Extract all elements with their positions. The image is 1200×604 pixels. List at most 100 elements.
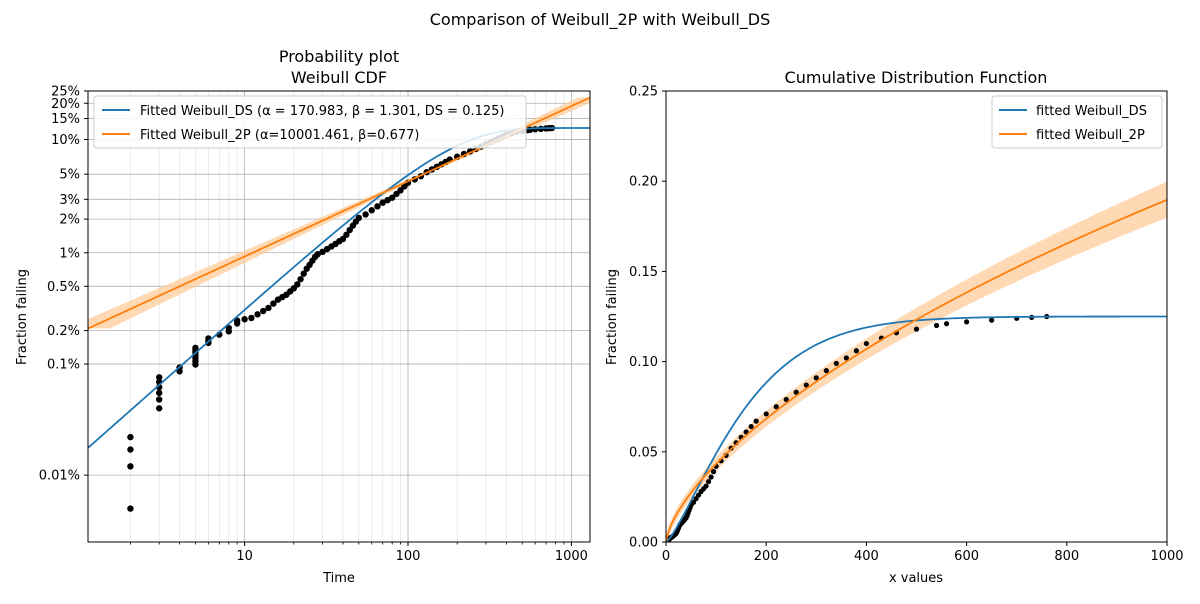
left-y-tick-label: 2%	[59, 213, 80, 228]
right-data-point	[693, 496, 699, 502]
figure-suptitle: Comparison of Weibull_2P with Weibull_DS	[430, 10, 771, 30]
right-data-point	[964, 319, 970, 325]
left-data-point	[368, 207, 375, 214]
right-title: Cumulative Distribution Function	[785, 68, 1048, 87]
left-legend-ds-label: Fitted Weibull_DS (α = 170.983, β = 1.30…	[140, 104, 505, 119]
left-title-line2: Weibull CDF	[291, 68, 387, 87]
left-ticks: 10 100 1000 0.01% 0.1% 0.2% 0.5% 1% 2% 3% 5% 10% 15%…	[39, 85, 588, 565]
right-x-tick-label: 800	[1054, 549, 1079, 564]
left-y-tick-label: 0.01%	[39, 469, 80, 484]
left-title-line1: Probability plot	[279, 47, 399, 66]
left-data-point	[362, 211, 369, 218]
left-y-axis-label: Fraction failing	[15, 269, 30, 365]
left-data-point	[241, 316, 248, 323]
left-x-axis-label: Time	[322, 571, 355, 586]
left-data-point	[155, 405, 163, 412]
right-weibull-2p-confidence-band	[666, 181, 1167, 542]
right-y-tick-label: 0.20	[629, 175, 658, 190]
right-data-point	[933, 322, 940, 329]
right-axes-frame	[665, 90, 1168, 543]
right-x-tick-label: 0	[662, 549, 670, 564]
right-data-point	[773, 404, 779, 410]
left-y-tick-label: 10%	[51, 133, 80, 148]
left-data-point	[265, 304, 272, 312]
right-data-point	[989, 317, 995, 323]
right-x-tick-label: 400	[854, 549, 879, 564]
left-plot-content	[88, 96, 590, 512]
right-legend-ds-label: fitted Weibull_DS	[1036, 104, 1147, 119]
left-data-point	[319, 248, 326, 256]
right-x-tick-label: 600	[954, 549, 979, 564]
left-y-tick-label: 3%	[59, 193, 80, 208]
left-data-point	[260, 307, 267, 315]
right-data-point	[813, 375, 819, 381]
left-y-tick-label: 0.1%	[47, 358, 80, 373]
left-data-point	[300, 270, 307, 277]
left-data-point	[127, 446, 134, 453]
right-data-point	[695, 492, 702, 498]
left-data-point	[297, 275, 304, 283]
right-x-tick-label: 1000	[1150, 549, 1183, 564]
left-data-point	[155, 389, 163, 397]
right-plot-content	[666, 181, 1167, 542]
right-legend-box	[991, 95, 1163, 149]
left-data-point	[314, 251, 321, 258]
right-data-point	[708, 474, 714, 480]
left-legend-box	[93, 95, 527, 149]
left-legend-2p-label: Fitted Weibull_2P (α=10001.461, β=0.677)	[140, 128, 419, 143]
right-legend: fitted Weibull_DS fitted Weibull_2P	[991, 95, 1163, 149]
left-data-point	[155, 396, 163, 403]
right-data-point	[748, 423, 754, 430]
probability-plot-panel: Probability plot Weibull CDF 10 100 1000 0.…	[15, 47, 591, 586]
right-data-point	[823, 368, 829, 374]
right-data-point	[833, 360, 839, 367]
right-legend-2p-label: fitted Weibull_2P	[1036, 128, 1145, 143]
right-data-point	[710, 469, 717, 475]
right-data-point	[793, 389, 799, 395]
left-data-point	[225, 324, 232, 332]
left-data-point	[343, 231, 350, 238]
left-data-point	[374, 203, 381, 210]
left-data-point	[127, 505, 134, 512]
left-y-tick-label: 15%	[51, 112, 80, 127]
right-data-point	[763, 411, 769, 417]
left-y-tick-label: 1%	[59, 246, 80, 261]
left-data-point	[388, 194, 396, 201]
left-data-point	[248, 314, 255, 322]
right-data-point	[703, 483, 709, 489]
left-data-point	[379, 199, 386, 206]
left-data-point	[155, 374, 163, 381]
left-y-tick-label: 20%	[51, 97, 80, 112]
right-x-axis-label: x values	[889, 571, 943, 586]
right-data-point	[943, 321, 950, 327]
right-data-point	[863, 340, 870, 347]
right-weibull-2p-line	[666, 198, 1167, 542]
left-y-tick-label: 5%	[59, 168, 80, 183]
left-data-point	[127, 463, 134, 470]
left-data-point	[127, 433, 134, 441]
right-data-point	[853, 348, 859, 354]
right-data-point	[753, 418, 759, 424]
right-y-tick-label: 0.10	[629, 355, 658, 370]
right-y-tick-label: 0.25	[629, 85, 658, 100]
left-data-point	[254, 311, 261, 318]
right-y-tick-label: 0.05	[629, 445, 658, 460]
right-data-point	[843, 355, 849, 361]
left-data-point	[192, 344, 199, 352]
left-data-point	[270, 300, 277, 307]
right-data-point	[913, 326, 920, 332]
right-y-tick-label: 0.15	[629, 265, 658, 280]
right-y-tick-label: 0.00	[629, 536, 658, 551]
left-x-tick-label: 10	[236, 549, 253, 564]
right-data-point	[803, 382, 809, 388]
left-legend: Fitted Weibull_DS (α = 170.983, β = 1.30…	[93, 95, 527, 149]
right-y-axis-label: Fraction failing	[605, 269, 620, 365]
right-data-point	[690, 499, 697, 505]
left-y-tick-label: 0.2%	[47, 324, 80, 339]
left-x-tick-label: 1000	[555, 549, 588, 564]
left-y-tick-label: 0.5%	[47, 280, 80, 295]
left-data-point	[397, 187, 404, 194]
left-data-point	[294, 281, 301, 288]
left-y-tick-label: 25%	[51, 85, 80, 100]
